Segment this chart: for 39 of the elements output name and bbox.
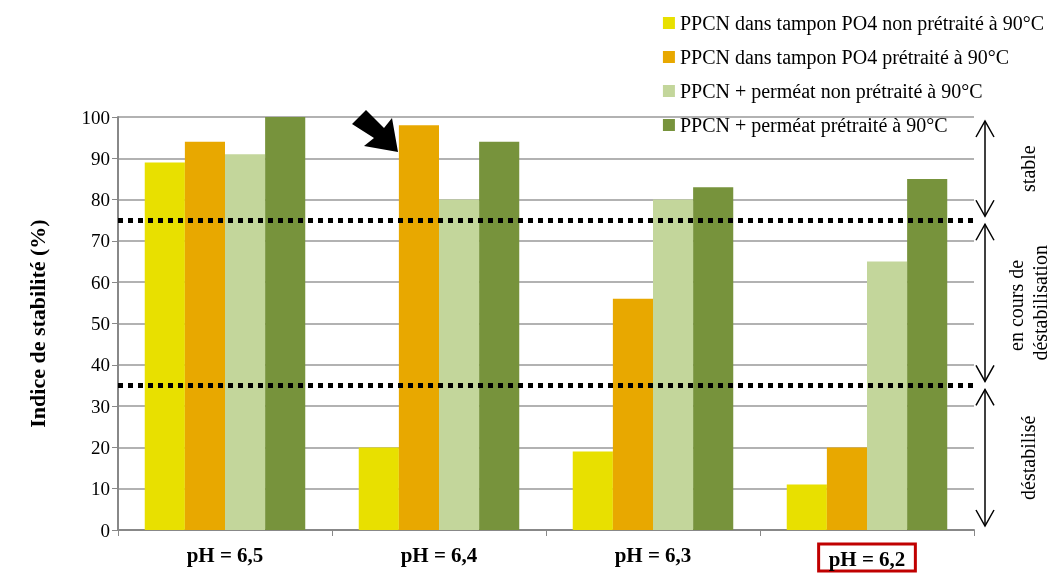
text: déstabilisé [1017, 415, 1039, 500]
legend-label: PPCN + perméat prétraité à 90°C [679, 114, 948, 137]
bar [826, 447, 867, 530]
bar [184, 141, 225, 530]
bar [398, 125, 439, 530]
y-tick-label: 30 [91, 395, 110, 417]
x-tick-label: pH = 6,4 [400, 542, 478, 567]
y-tick-label: 0 [100, 519, 110, 541]
y-tick-label: 100 [81, 106, 110, 128]
y-tick-label: 10 [91, 478, 110, 500]
bar [225, 154, 266, 530]
bar [867, 261, 908, 530]
bar [786, 484, 827, 530]
bar [265, 117, 306, 530]
y-tick-label: 60 [91, 271, 110, 293]
y-tick-label: 90 [91, 147, 110, 169]
text: stable [1017, 145, 1039, 192]
y-axis-title: Indice de stabilité (%) [24, 219, 50, 428]
legend-label: PPCN + perméat non prétraité à 90°C [679, 80, 983, 103]
legend-label: PPCN dans tampon PO4 non prétraité à 90°C [679, 12, 1045, 35]
y-tick-label: 70 [91, 230, 110, 252]
bar [612, 298, 653, 530]
x-tick-label: pH = 6,2 [828, 546, 906, 571]
y-tick-label: 40 [91, 354, 110, 376]
bar [144, 162, 185, 530]
bar [358, 447, 399, 530]
bar [693, 187, 734, 530]
bar [572, 451, 613, 530]
legend-label: PPCN dans tampon PO4 prétraité à 90°C [679, 46, 1010, 69]
bar [653, 199, 694, 530]
y-tick-label: 80 [91, 189, 110, 211]
bar [479, 141, 520, 530]
y-tick-label: 20 [91, 436, 110, 458]
text: en cours de déstabilisation [1005, 245, 1051, 361]
y-tick-label: 50 [91, 313, 110, 334]
x-tick-label: pH = 6,5 [186, 542, 264, 567]
x-tick-label: pH = 6,3 [614, 542, 692, 567]
bar [907, 178, 948, 530]
bar [439, 199, 480, 530]
